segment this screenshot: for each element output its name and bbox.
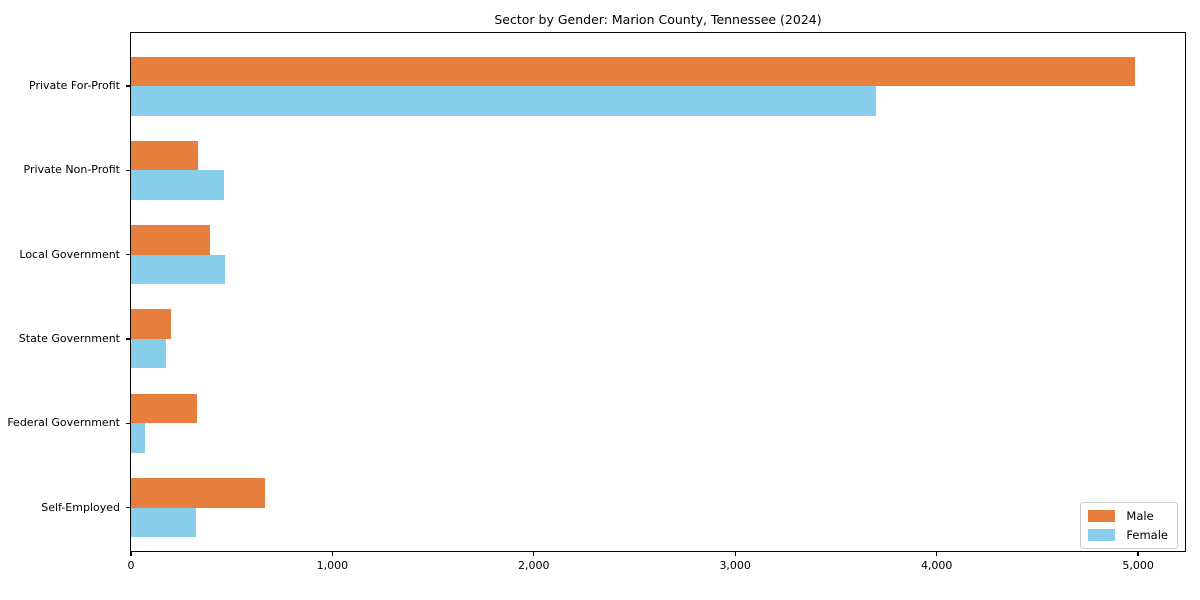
x-tick-label-3: 3,000	[719, 559, 751, 572]
legend-label-female: Female	[1126, 528, 1168, 542]
bar-male-private-for-profit	[131, 56, 1135, 86]
x-tick-label-1: 1,000	[316, 559, 349, 572]
x-tick-mark-5	[1137, 552, 1139, 556]
y-tick-mark-federal-government	[126, 422, 130, 424]
y-tick-label-state-government: State Government	[18, 331, 120, 345]
x-tick-mark-3	[734, 552, 736, 556]
y-tick-label-federal-government: Federal Government	[7, 416, 120, 430]
x-tick-mark-4	[936, 552, 938, 556]
y-tick-mark-state-government	[126, 338, 130, 340]
y-tick-label-private-for-profit: Private For-Profit	[29, 79, 120, 92]
bar-female-private-for-profit	[131, 86, 877, 116]
x-tick-label-4: 4,000	[920, 559, 953, 572]
bar-female-local-government	[131, 254, 225, 285]
legend-swatch-male-icon	[1088, 510, 1116, 522]
x-tick-mark-1	[331, 552, 334, 556]
y-tick-label-private-non-profit: Private Non-Profit	[23, 163, 120, 177]
x-tick-mark-0	[130, 552, 132, 556]
legend: Male Female	[1080, 502, 1178, 549]
bar-female-self-employed	[131, 507, 196, 537]
bar-female-state-government	[131, 338, 167, 369]
bar-male-private-non-profit	[131, 140, 198, 171]
y-tick-mark-private-for-profit	[126, 85, 130, 87]
legend-item-female: Female	[1088, 528, 1168, 542]
x-tick-mark-2	[533, 552, 535, 556]
x-tick-label-2: 2,000	[518, 559, 550, 572]
bar-male-self-employed	[131, 478, 265, 508]
x-tick-label-0: 0	[127, 559, 135, 572]
y-tick-mark-private-non-profit	[126, 169, 130, 171]
legend-item-male: Male	[1088, 509, 1168, 523]
bar-female-private-non-profit	[131, 170, 224, 200]
bar-male-state-government	[131, 309, 172, 339]
legend-swatch-female-icon	[1088, 529, 1116, 541]
bar-male-local-government	[131, 225, 210, 255]
y-tick-mark-local-government	[126, 253, 130, 256]
bar-female-federal-government	[131, 423, 146, 453]
plot-area	[130, 32, 1186, 552]
y-tick-label-self-employed: Self-Employed	[41, 500, 120, 514]
bar-male-federal-government	[131, 393, 197, 424]
y-tick-mark-self-employed	[126, 506, 130, 509]
y-tick-label-local-government: Local Government	[19, 247, 120, 261]
chart-title: Sector by Gender: Marion County, Tenness…	[494, 12, 822, 27]
legend-label-male: Male	[1126, 509, 1154, 523]
x-tick-label-5: 5,000	[1122, 559, 1154, 572]
